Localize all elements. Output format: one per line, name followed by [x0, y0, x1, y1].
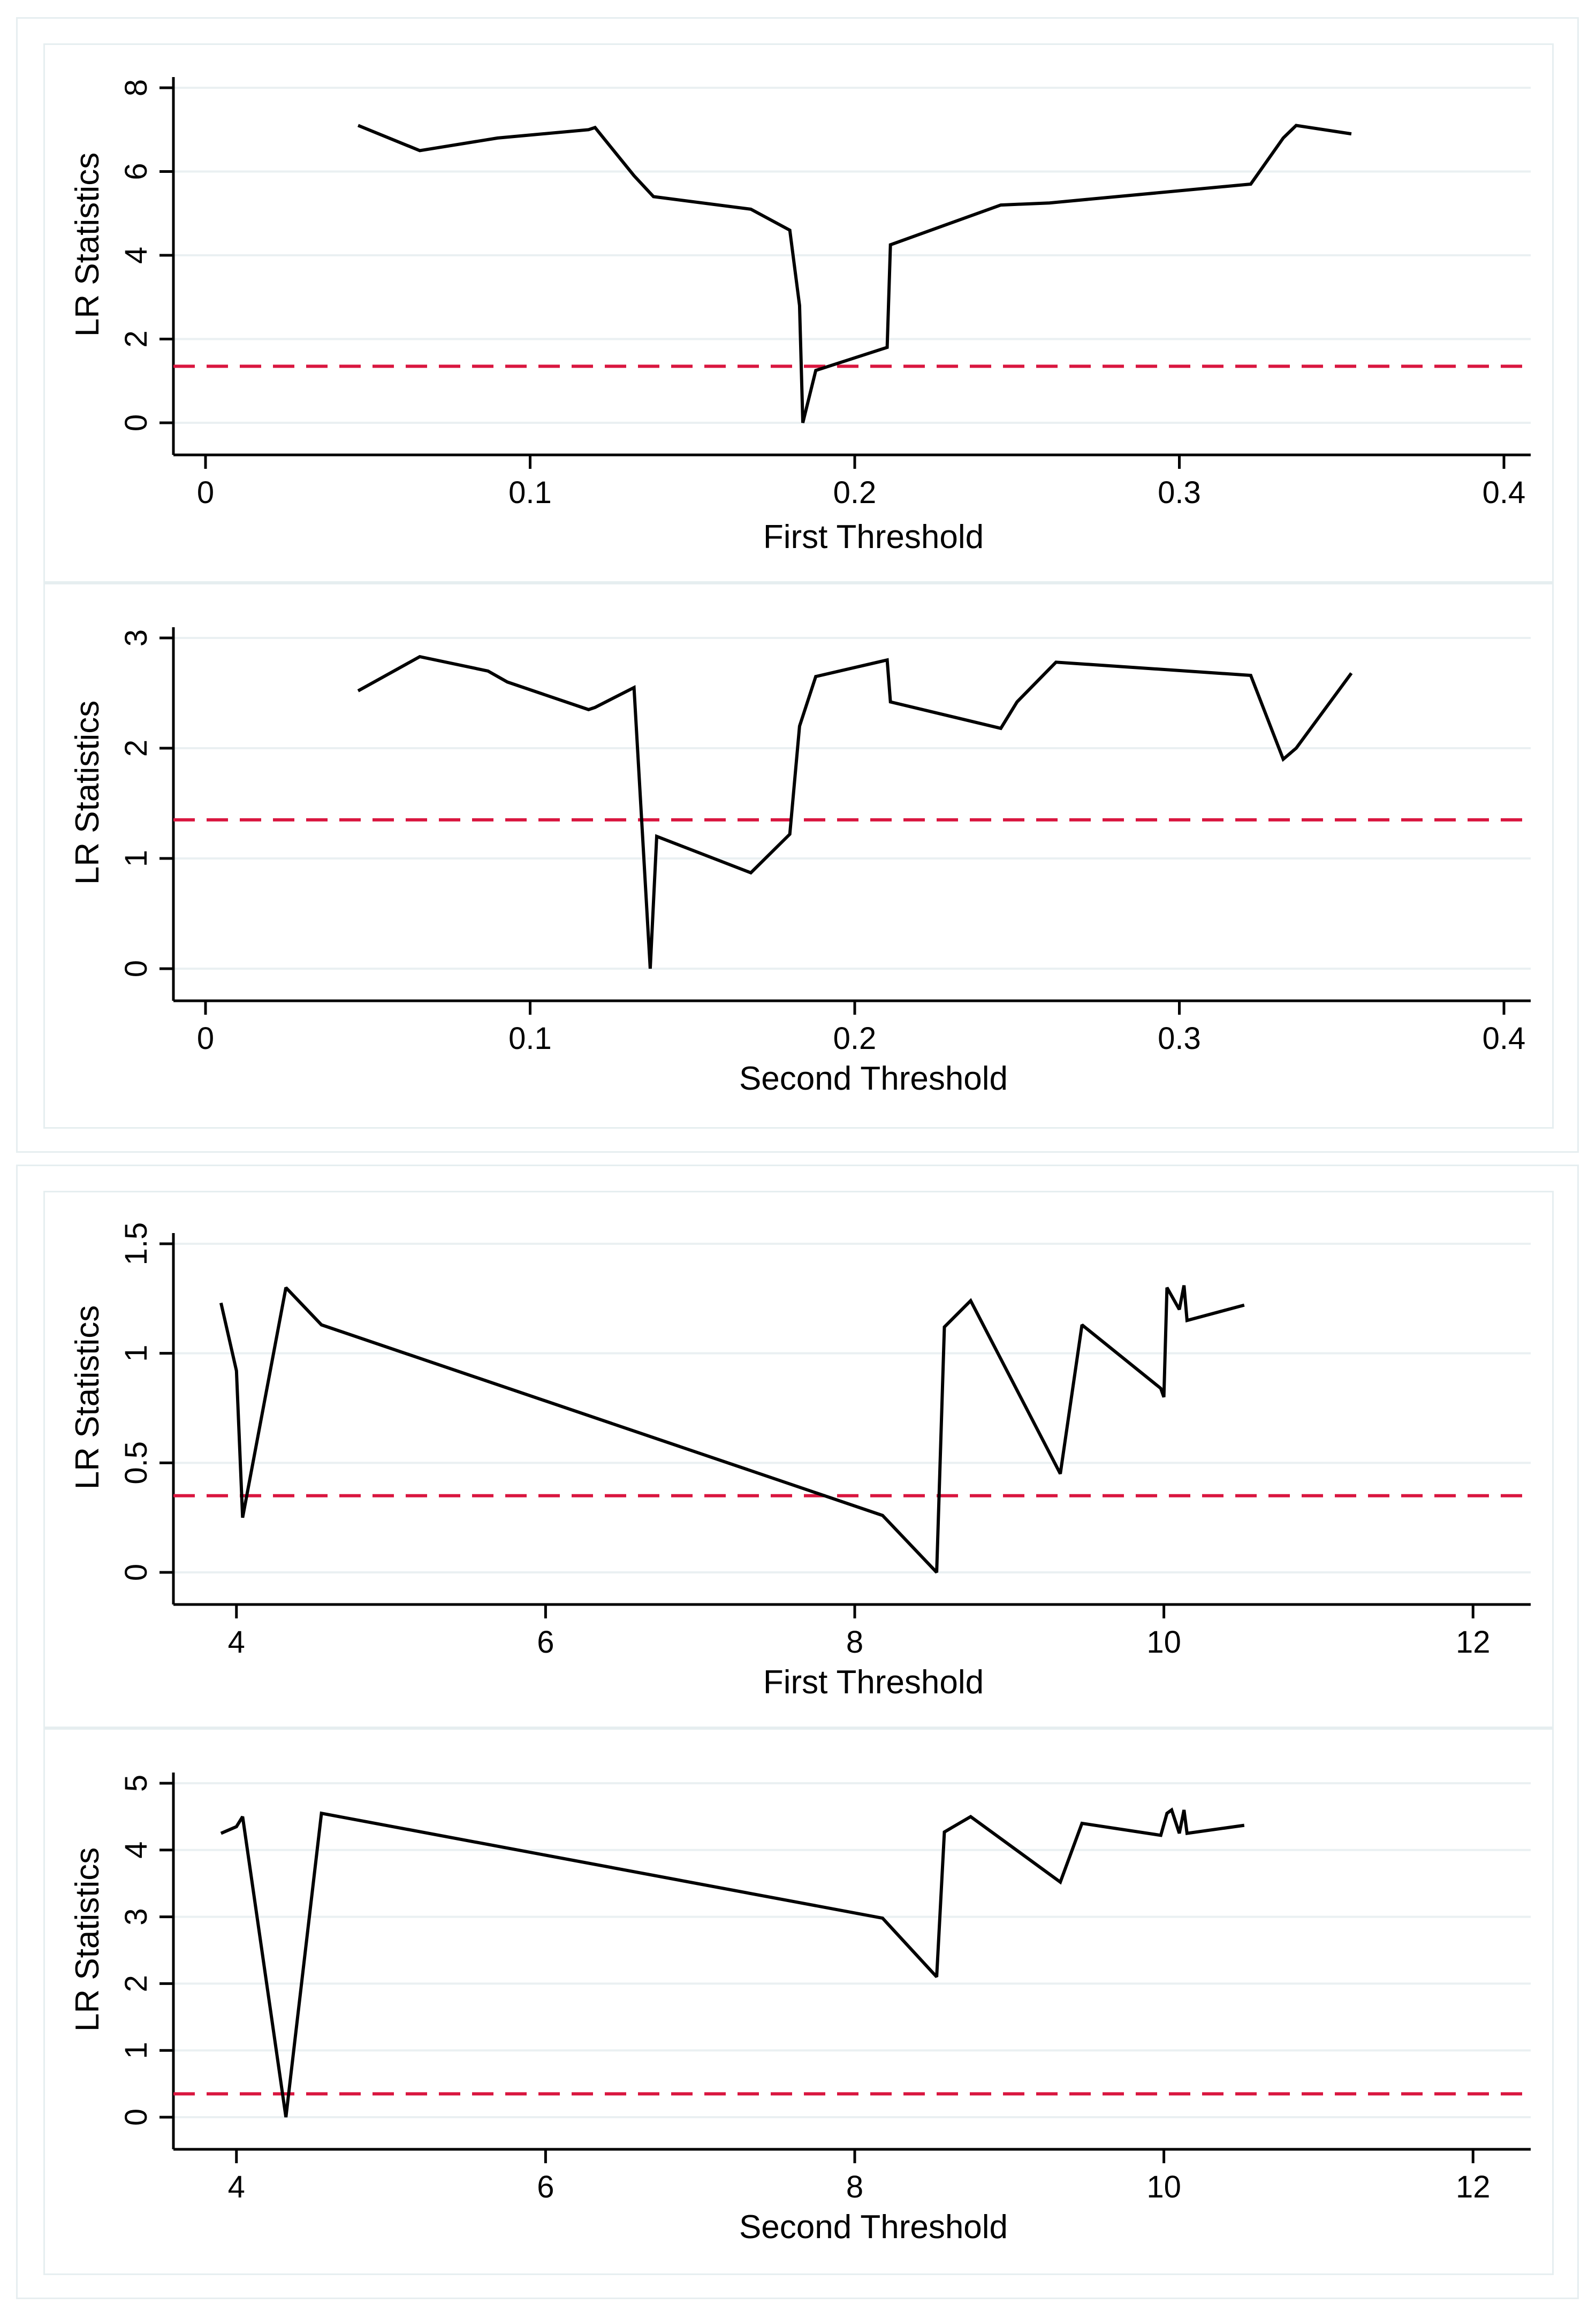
- y-tick-label-1: 1: [119, 850, 154, 867]
- chart-2: 0 1 2 3 0 0.1 0.2 0.3 0.4 Second Threshold LR Stat…: [69, 627, 1531, 1097]
- y-tick-label-3: 1.5: [119, 1222, 154, 1266]
- x-tick-label-0: 4: [228, 1625, 245, 1660]
- y-tick-label-0: 0: [119, 2109, 154, 2126]
- x-tick-label-1: 0.1: [508, 1021, 552, 1056]
- x-tick-label-3: 0.3: [1158, 1021, 1201, 1056]
- y-tick-label-2: 1: [119, 1345, 154, 1362]
- x-tick-label-2: 8: [846, 1625, 863, 1660]
- y-tick-label-2: 2: [119, 740, 154, 757]
- series-line-0: [219, 1285, 1245, 1574]
- chart-1: 0 2 4 6 8 0 0.1 0.2 0.3 0.4 First Threshold LR Stat…: [69, 77, 1531, 556]
- y-tick-label-2: 4: [119, 247, 154, 264]
- y-tick-label-4: 8: [119, 79, 154, 96]
- x-axis-title: First Threshold: [763, 1664, 984, 1701]
- x-tick-label-4: 0.4: [1483, 475, 1526, 510]
- x-tick-label-4: 0.4: [1483, 1021, 1526, 1056]
- panel-second-threshold-bottom: 0 1 2 3 4 5 4 6 8 10 12 Second Threshold LR Statisti…: [43, 1728, 1554, 2275]
- x-tick-label-2: 0.2: [833, 1021, 877, 1056]
- x-tick-label-3: 0.3: [1158, 475, 1201, 510]
- x-tick-label-3: 10: [1146, 2170, 1181, 2204]
- series-line-0: [357, 655, 1353, 969]
- y-tick-label-1: 0.5: [119, 1441, 154, 1485]
- figure-group-bottom: 0 0.5 1 1.5 4 6 8 10 12 First Threshold LR Statist…: [16, 1165, 1579, 2299]
- x-tick-label-1: 6: [537, 2170, 554, 2204]
- y-tick-label-2: 2: [119, 1975, 154, 1992]
- chart-3: 0 0.5 1 1.5 4 6 8 10 12 First Threshold LR Statist…: [69, 1222, 1531, 1701]
- y-tick-label-5: 5: [119, 1775, 154, 1792]
- y-tick-label-1: 2: [119, 330, 154, 347]
- figure-group-top: 0 2 4 6 8 0 0.1 0.2 0.3 0.4 First Threshold LR Stat…: [16, 17, 1579, 1153]
- y-axis-title: LR Statistics: [69, 701, 106, 885]
- panel-first-threshold-bottom: 0 0.5 1 1.5 4 6 8 10 12 First Threshold LR Statist…: [43, 1191, 1554, 1728]
- x-axis-title: First Threshold: [763, 519, 984, 556]
- y-tick-label-3: 3: [119, 1908, 154, 1925]
- series-line-0: [220, 1807, 1245, 2118]
- x-axis-title: Second Threshold: [739, 2209, 1008, 2246]
- x-tick-label-0: 0: [197, 1021, 214, 1056]
- x-tick-label-4: 12: [1456, 2170, 1491, 2204]
- y-tick-label-3: 3: [119, 629, 154, 647]
- x-tick-label-4: 12: [1456, 1625, 1491, 1660]
- y-axis-title: LR Statistics: [69, 1847, 106, 2032]
- y-tick-label-3: 6: [119, 163, 154, 180]
- panel-first-threshold-top: 0 2 4 6 8 0 0.1 0.2 0.3 0.4 First Threshold LR Stat…: [43, 43, 1554, 583]
- x-tick-label-2: 8: [846, 2170, 863, 2204]
- y-axis-title: LR Statistics: [69, 1305, 106, 1490]
- x-tick-label-0: 4: [228, 2170, 245, 2204]
- y-tick-label-4: 4: [119, 1842, 154, 1859]
- panel-second-threshold-top: 0 1 2 3 0 0.1 0.2 0.3 0.4 Second Threshold LR Stat…: [43, 583, 1554, 1129]
- x-tick-label-0: 0: [197, 475, 214, 510]
- x-tick-label-2: 0.2: [833, 475, 877, 510]
- x-tick-label-1: 0.1: [508, 475, 552, 510]
- y-tick-label-0: 0: [119, 960, 154, 977]
- y-axis-title: LR Statistics: [69, 153, 106, 337]
- y-tick-label-1: 1: [119, 2042, 154, 2059]
- y-tick-label-0: 0: [119, 414, 154, 431]
- x-tick-label-3: 10: [1146, 1625, 1181, 1660]
- y-tick-label-0: 0: [119, 1564, 154, 1581]
- x-tick-label-1: 6: [537, 1625, 554, 1660]
- x-axis-title: Second Threshold: [739, 1060, 1008, 1097]
- series-line-0: [357, 124, 1352, 423]
